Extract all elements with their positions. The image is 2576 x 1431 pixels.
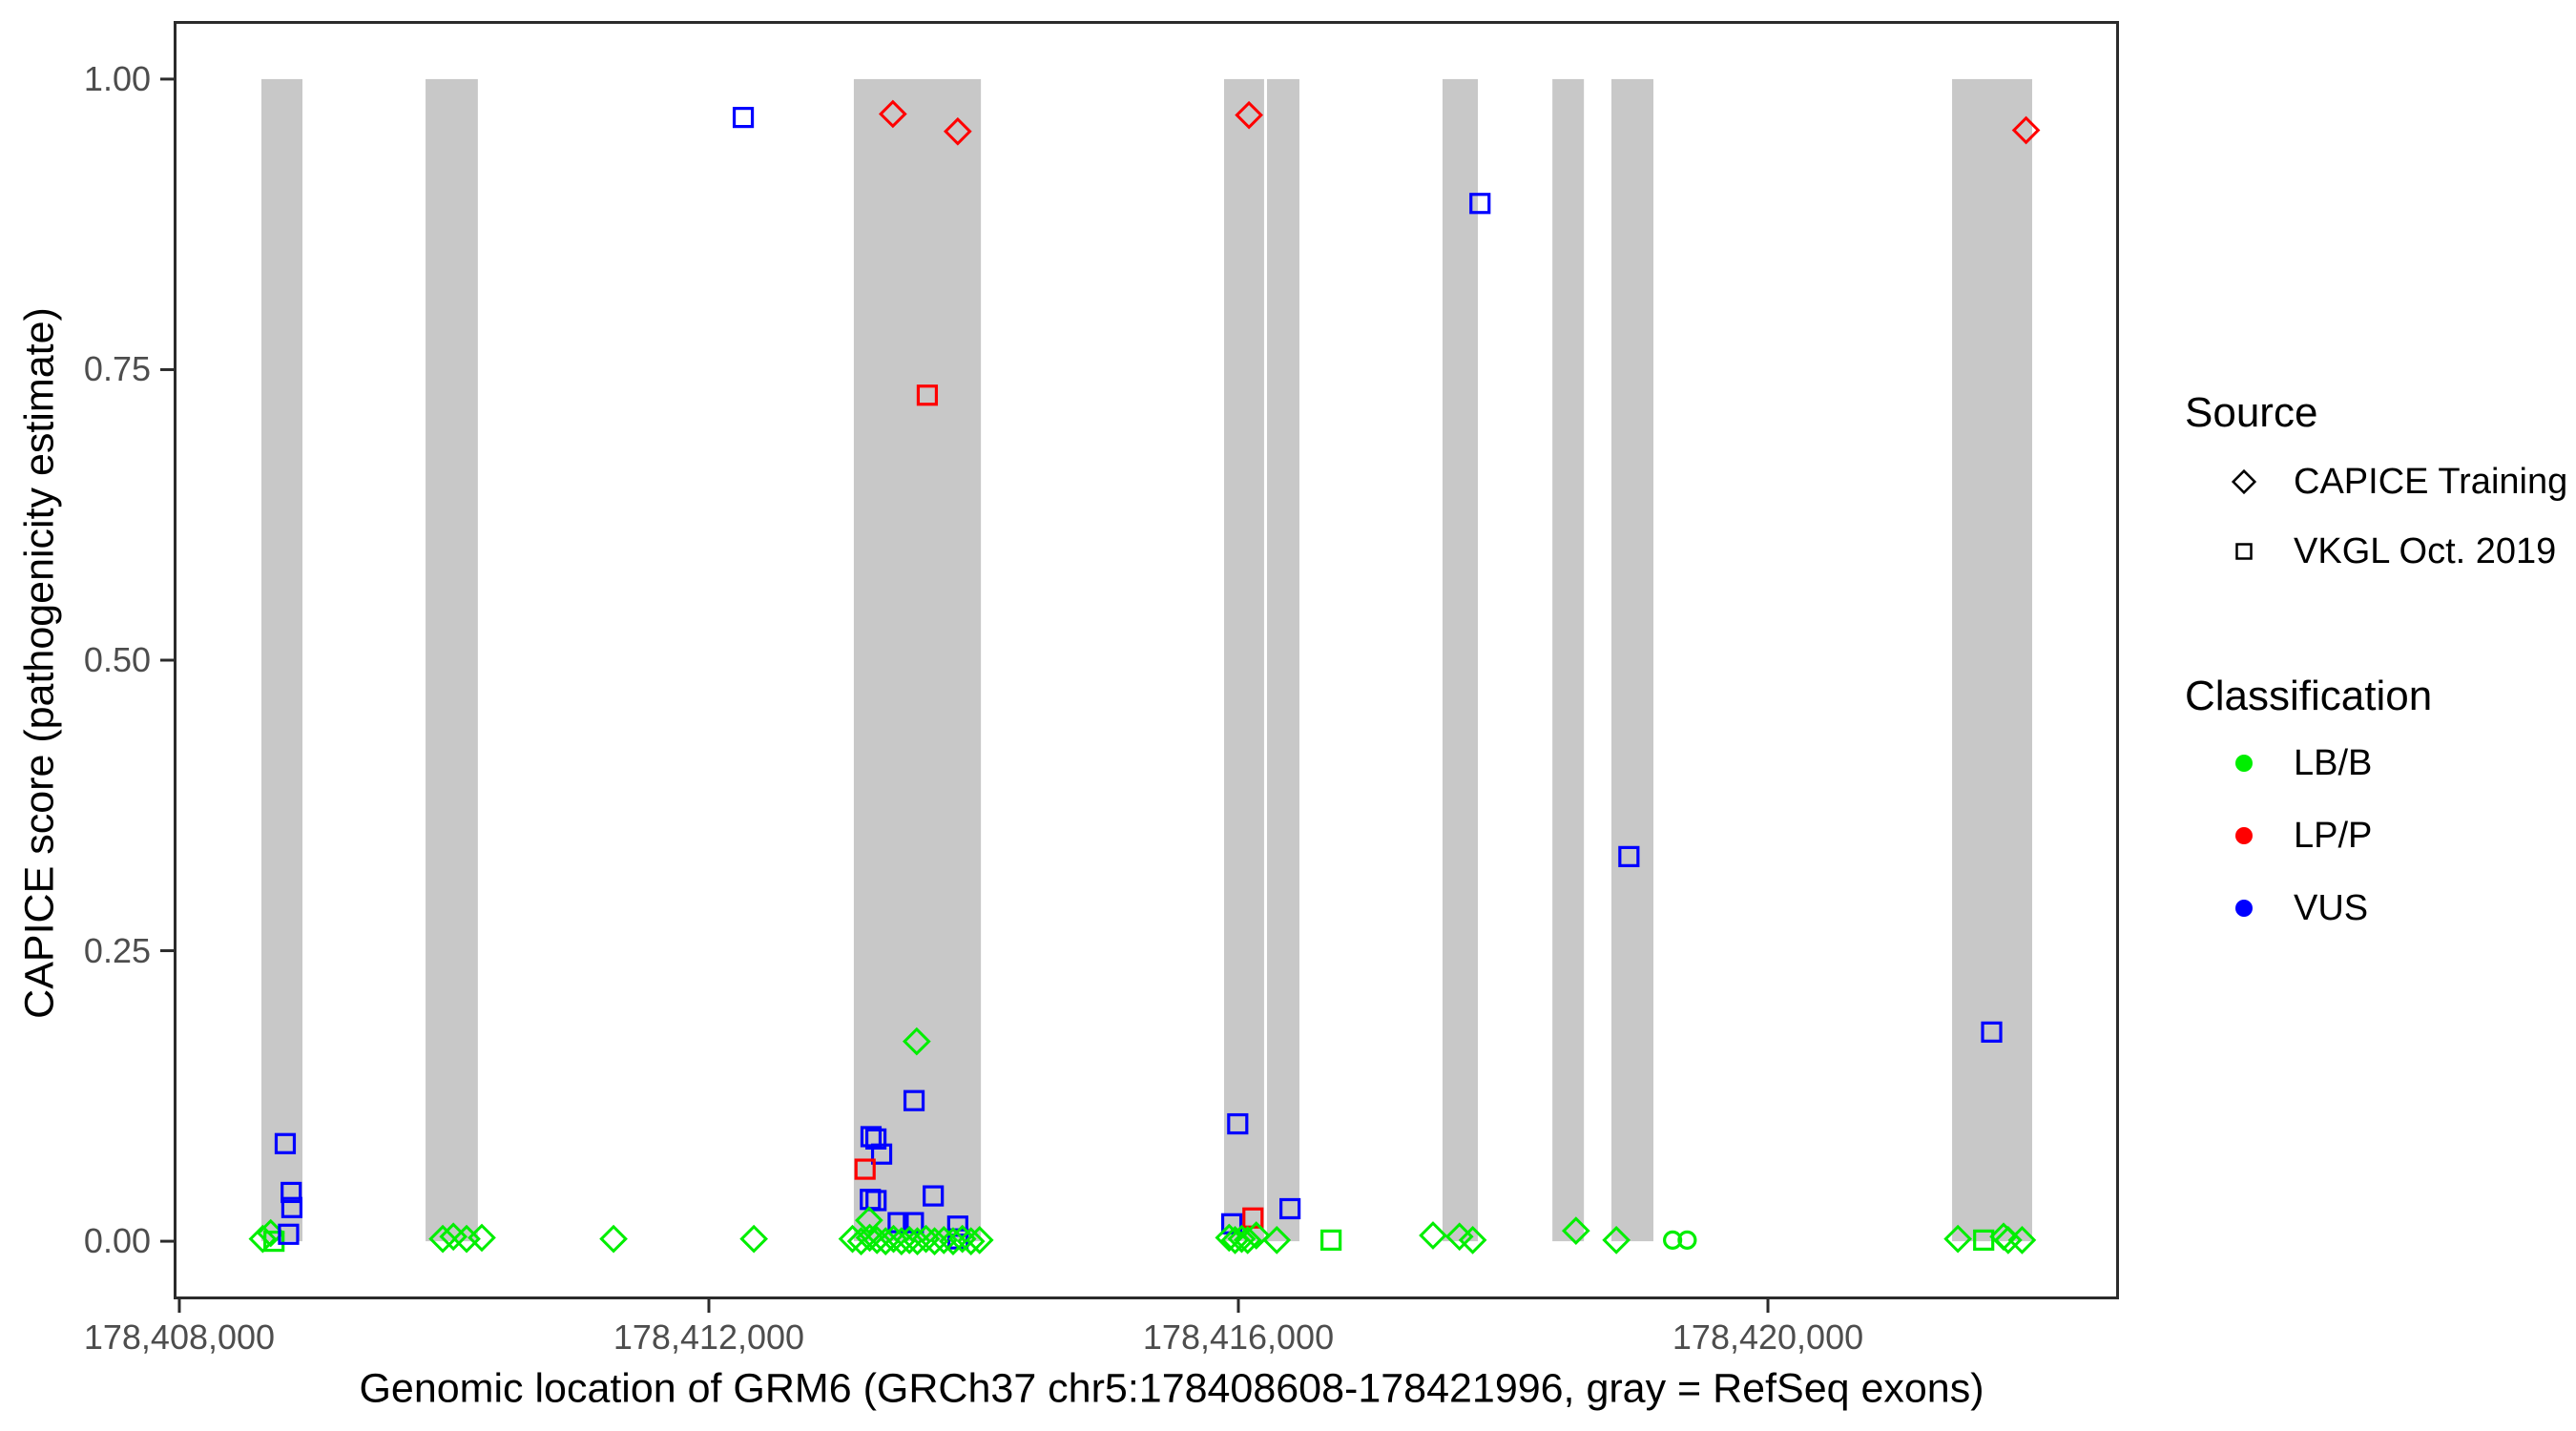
y-axis-title: CAPICE score (pathogenicity estimate) [16,307,63,1019]
legend-item-lpp: LP/P [2223,815,2372,857]
data-point-diamond [862,1226,892,1255]
data-point-square [1227,1112,1249,1135]
red-dot-icon [2223,815,2265,857]
x-tick-label: 178,412,000 [613,1317,805,1357]
data-point-square [1279,1197,1301,1220]
data-point-square [1320,1229,1342,1251]
data-point-circle [1677,1230,1697,1250]
data-point-diamond [1561,1216,1590,1245]
data-point-diamond [1241,1221,1271,1250]
data-point-diamond [1444,1222,1474,1252]
data-point-square [1618,845,1640,867]
data-point-diamond [1602,1226,1631,1255]
legend-label-lpp: LP/P [2294,815,2373,856]
data-point-diamond [1262,1226,1292,1255]
data-point-square [280,1181,302,1204]
blue-dot-icon [2223,887,2265,929]
legend-label-lbb: LB/B [2294,742,2373,783]
square-key-icon [2223,530,2265,572]
data-point-diamond [956,1227,986,1255]
exon-bar [1552,78,1585,1242]
data-point-square [865,1190,887,1212]
legend-item-vkgl: VKGL Oct. 2019 [2223,530,2556,572]
data-point-diamond [599,1224,628,1254]
data-point-square [860,1126,883,1148]
y-tick-label: 0.25 [83,930,151,970]
data-point-square [274,1132,297,1154]
scatter-plot-panel [160,21,2119,1313]
data-point-diamond [2007,1226,2037,1255]
x-tick-label: 178,420,000 [1672,1317,1864,1357]
exon-bar [1442,78,1479,1242]
legend-label-vkgl: VKGL Oct. 2019 [2294,530,2557,571]
data-point-diamond [879,99,907,129]
data-point-diamond [887,1227,916,1255]
data-point-square [263,1230,285,1253]
data-point-circle [1663,1230,1683,1250]
legend-label-capice-training: CAPICE Training [2294,461,2568,502]
legend-classification-title: Classification [2185,673,2433,719]
data-point-diamond [902,1027,931,1056]
legend-source-title: Source [2185,389,2318,436]
data-point-square [864,1128,887,1150]
x-tick-label: 178,408,000 [83,1317,276,1357]
data-point-square [870,1143,893,1165]
y-tick-label: 1.00 [83,58,151,98]
exon-bar [1952,78,2032,1242]
data-point-diamond [1943,1224,1972,1254]
data-point-square [280,1196,303,1218]
x-axis-title: Genomic location of GRM6 (GRCh37 chr5:17… [359,1365,1984,1412]
data-point-square [278,1223,300,1245]
legend-item-vus: VUS [2223,887,2368,929]
data-point-square [923,1185,945,1207]
exon-bar [1266,78,1299,1242]
diamond-key-icon [2223,461,2265,503]
data-point-square [854,1158,876,1180]
x-tick-label: 178,416,000 [1142,1317,1335,1357]
y-tick-label: 0.00 [83,1221,151,1261]
exon-bar [1224,78,1264,1242]
exon-bar [260,78,303,1242]
data-point-square [1981,1021,2003,1043]
data-point-diamond [1235,100,1263,130]
data-point-square [1469,193,1491,215]
y-tick-label: 0.75 [83,349,151,389]
data-point-square [732,107,755,129]
panel-border [174,21,2119,1299]
legend-item-capice-training: CAPICE Training [2223,461,2567,503]
data-point-square [916,384,939,406]
legend-item-lbb: LB/B [2223,742,2372,784]
data-point-diamond [1458,1226,1487,1255]
data-point-square [1973,1229,1995,1251]
data-point-diamond [739,1224,769,1254]
data-point-diamond [2011,115,2041,145]
data-point-diamond [855,1206,883,1235]
green-dot-icon [2223,742,2265,784]
data-point-diamond [965,1226,994,1255]
data-point-diamond [895,1226,924,1255]
data-point-diamond [943,116,972,146]
data-point-diamond [1419,1221,1447,1250]
data-point-diamond [467,1223,496,1253]
legend-label-vus: VUS [2294,887,2369,928]
data-point-square [903,1089,925,1111]
exon-bar [426,78,478,1242]
exon-bar [1611,78,1653,1242]
y-tick-label: 0.50 [83,640,151,679]
exon-bar [853,78,982,1242]
